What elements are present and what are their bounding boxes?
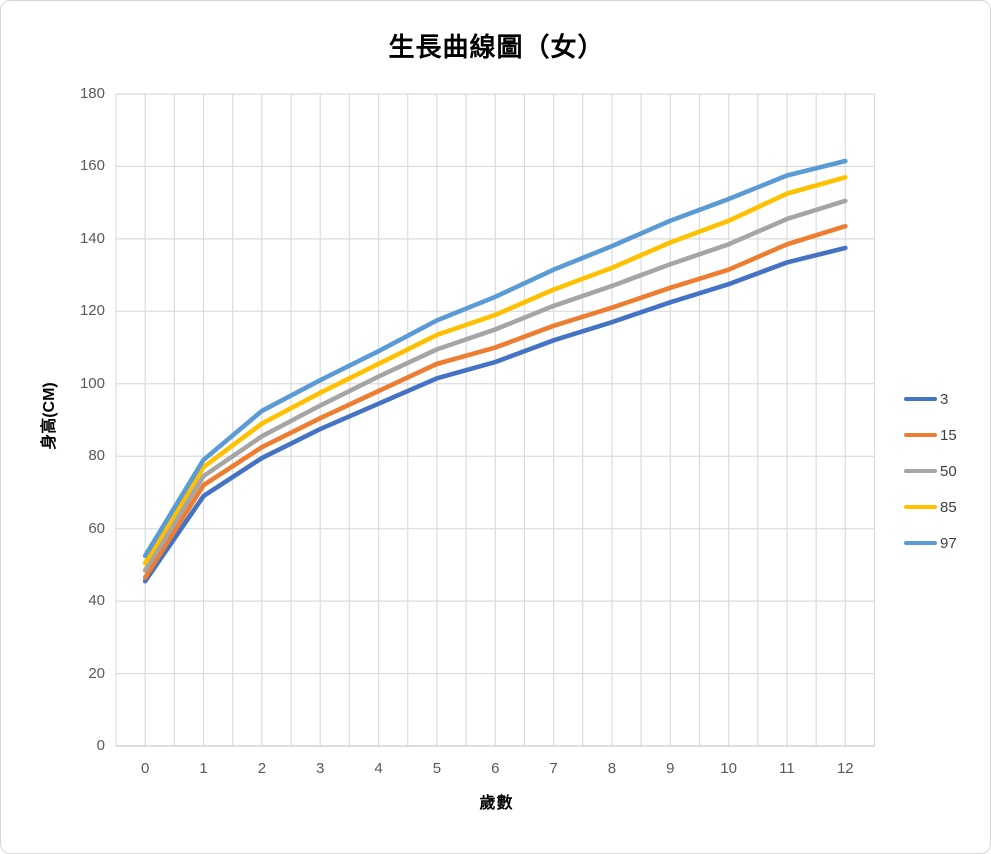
series-line-97 bbox=[142, 158, 848, 559]
x-tick-label: 0 bbox=[141, 760, 150, 777]
series-line-50 bbox=[142, 198, 848, 573]
y-tick-label: 60 bbox=[88, 519, 105, 537]
legend-label: 85 bbox=[940, 498, 957, 516]
legend-line-icon bbox=[904, 468, 937, 474]
legend-label: 97 bbox=[940, 534, 957, 552]
legend-label: 15 bbox=[940, 426, 957, 444]
x-axis-title: 歲數 bbox=[479, 795, 514, 812]
chart-title: 生長曲線圖（女） bbox=[388, 32, 605, 62]
x-tick-label: 8 bbox=[607, 760, 617, 777]
y-tick-label: 160 bbox=[79, 157, 105, 175]
legend-label: 50 bbox=[940, 462, 957, 480]
x-tick-label: 3 bbox=[316, 760, 325, 777]
legend-item-50: 50 bbox=[904, 453, 984, 489]
x-tick-label: 11 bbox=[779, 760, 795, 777]
x-tick-label: 9 bbox=[666, 760, 675, 777]
legend-line-icon bbox=[904, 504, 937, 510]
legend-item-15: 15 bbox=[904, 417, 984, 453]
legend: 3 15 50 85 97 bbox=[904, 381, 984, 561]
legend-label: 3 bbox=[940, 390, 949, 408]
y-tick-label: 140 bbox=[79, 229, 105, 247]
x-tick-label: 10 bbox=[720, 760, 737, 777]
x-tick-label: 1 bbox=[199, 760, 208, 777]
x-tick-label: 12 bbox=[836, 760, 854, 777]
y-tick-label: 180 bbox=[79, 85, 105, 102]
y-tick-label: 0 bbox=[96, 737, 105, 754]
x-tick-label: 5 bbox=[432, 760, 442, 777]
x-tick-label: 7 bbox=[549, 760, 558, 777]
x-tick-label: 6 bbox=[491, 760, 500, 777]
legend-item-3: 3 bbox=[904, 381, 984, 417]
y-tick-label: 40 bbox=[88, 592, 105, 610]
legend-line-icon bbox=[904, 432, 937, 438]
y-tick-label: 20 bbox=[88, 664, 105, 682]
y-axis-title: 身高(CM) bbox=[41, 382, 58, 450]
series-line-3 bbox=[142, 245, 848, 584]
legend-line-icon bbox=[904, 396, 937, 402]
y-tick-label: 120 bbox=[79, 302, 105, 320]
x-tick-label: 2 bbox=[257, 760, 267, 777]
x-tick-label: 4 bbox=[374, 760, 383, 777]
y-tick-label: 100 bbox=[79, 374, 105, 392]
legend-item-97: 97 bbox=[904, 525, 984, 561]
legend-line-icon bbox=[904, 540, 937, 546]
legend-item-85: 85 bbox=[904, 489, 984, 525]
series-line-15 bbox=[142, 223, 848, 580]
series-line-85 bbox=[142, 175, 848, 566]
y-tick-label: 80 bbox=[88, 447, 105, 465]
